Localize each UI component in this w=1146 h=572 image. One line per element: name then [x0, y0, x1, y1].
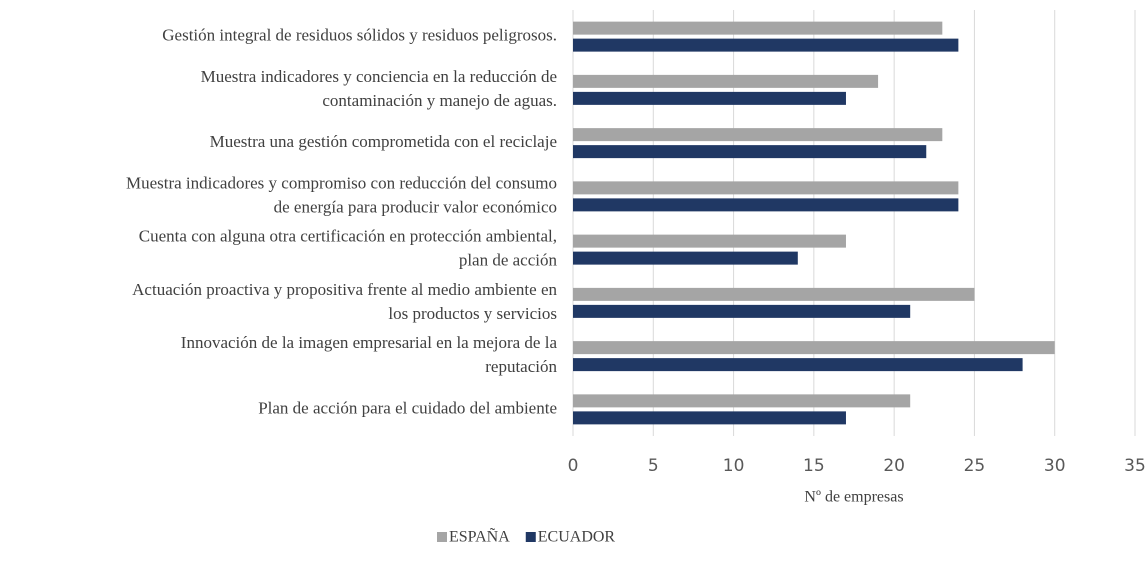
- legend-swatch: [437, 532, 447, 542]
- bar: [573, 91, 846, 105]
- bar: [573, 304, 911, 318]
- bar: [573, 145, 927, 159]
- bar: [573, 234, 846, 248]
- y-tick-label: Muestra indicadores y compromiso con red…: [126, 173, 557, 216]
- bar: [573, 394, 911, 408]
- x-tick-label: 20: [883, 456, 905, 476]
- bar: [573, 251, 798, 265]
- y-tick-label: Plan de acción para el cuidado del ambie…: [258, 398, 557, 417]
- bar: [573, 341, 1055, 355]
- x-axis-label: Nº de empresas: [804, 489, 903, 506]
- x-tick-label: 15: [803, 456, 825, 476]
- legend-label: ESPAÑA: [449, 528, 510, 546]
- y-tick-label: Cuenta con alguna otra certificación en …: [139, 227, 558, 270]
- y-tick-label: Muestra una gestión comprometida con el …: [210, 132, 557, 151]
- y-tick-label: Innovación de la imagen empresarial en l…: [181, 333, 558, 376]
- x-tick-label: 35: [1124, 456, 1146, 476]
- x-tick-label: 25: [964, 456, 986, 476]
- bar: [573, 74, 879, 88]
- bar: [573, 411, 846, 425]
- x-tick-label: 10: [723, 456, 745, 476]
- bar: [573, 358, 1023, 372]
- bar: [573, 128, 943, 142]
- x-tick-label: 0: [568, 456, 579, 476]
- bar: [573, 181, 959, 195]
- x-tick-label: 30: [1044, 456, 1066, 476]
- y-tick-label: Actuación proactiva y propositiva frente…: [132, 280, 557, 323]
- legend-label: ECUADOR: [538, 529, 616, 546]
- legend-swatch: [525, 532, 536, 542]
- bar: [573, 198, 959, 212]
- y-tick-label: Gestión integral de residuos sólidos y r…: [162, 26, 557, 45]
- x-tick-label: 5: [648, 456, 659, 476]
- y-tick-label: Muestra indicadores y conciencia en la r…: [201, 67, 557, 110]
- bar: [573, 38, 959, 52]
- bar: [573, 287, 975, 301]
- bar: [573, 21, 943, 35]
